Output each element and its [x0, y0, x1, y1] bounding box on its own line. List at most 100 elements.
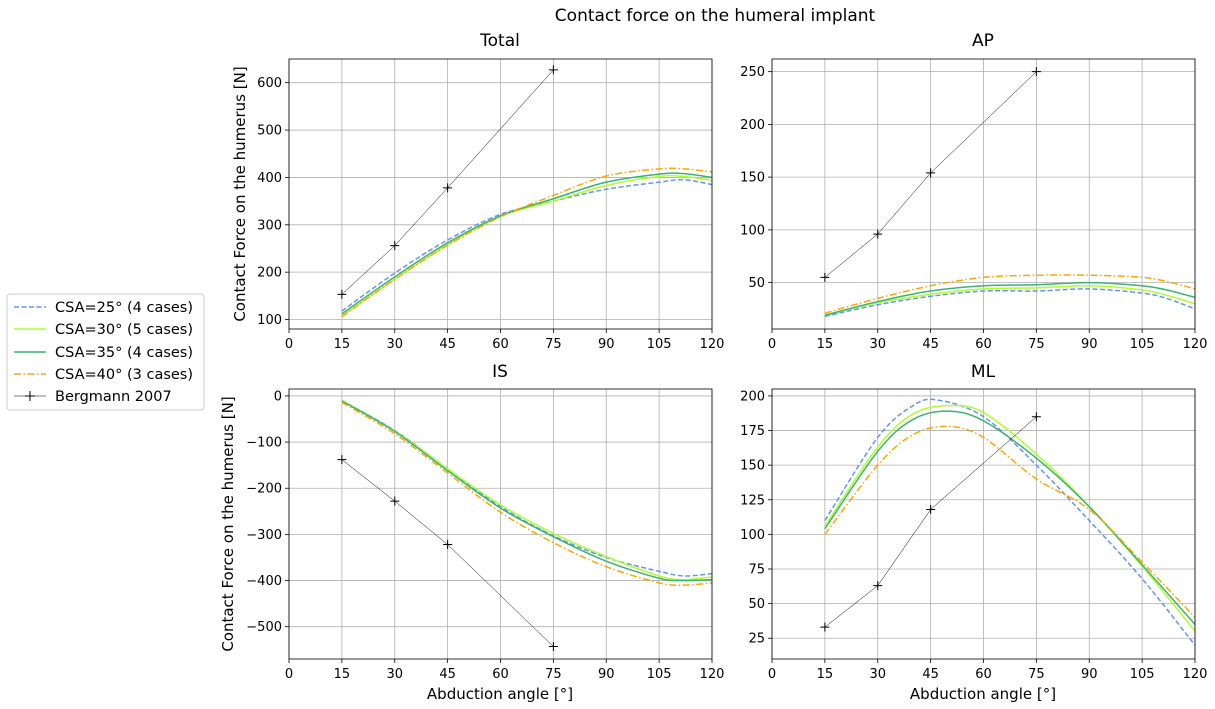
x-tick-label: 15: [817, 667, 834, 682]
y-tick-label: 200: [740, 118, 765, 133]
legend-entry: Bergmann 2007: [14, 389, 172, 405]
y-tick-label: 175: [740, 424, 765, 439]
x-tick-label: 90: [598, 337, 615, 352]
legend-entry: CSA=30° (5 cases): [14, 322, 193, 338]
series-point-bergmann-2007: [337, 455, 347, 465]
series-line: [341, 399, 713, 581]
y-tick-label: 500: [257, 124, 282, 139]
x-tick-label: 105: [1130, 667, 1155, 682]
x-tick-label: 15: [334, 337, 351, 352]
x-tick-label: 0: [768, 337, 776, 352]
x-tick-label: 90: [1081, 337, 1098, 352]
y-tick-label: −300: [246, 528, 282, 543]
legend-entry: CSA=40° (3 cases): [14, 367, 193, 383]
y-tick-label: 100: [257, 313, 282, 328]
x-tick-label: 30: [386, 337, 403, 352]
legend-label: CSA=30° (5 cases): [55, 322, 193, 338]
series-point-bergmann-2007: [390, 241, 400, 251]
series-line: [341, 167, 713, 318]
y-tick-label: 25: [748, 632, 765, 647]
series-line: [824, 288, 1196, 318]
x-tick-label: 75: [545, 667, 562, 682]
legend-entry: CSA=35° (4 cases): [14, 345, 193, 361]
x-axis-label: Abduction angle [°]: [910, 685, 1056, 703]
legend-entry: CSA=25° (4 cases): [14, 300, 193, 316]
legend-label: CSA=35° (4 cases): [55, 345, 193, 361]
x-tick-label: 45: [922, 667, 939, 682]
plot-area: 0 15 30 45 60 75 90 105 120 50 100 150 200 250: [740, 58, 1208, 352]
y-tick-label: −500: [246, 620, 282, 635]
subplot-title: IS: [492, 362, 508, 382]
legend-label: CSA=40° (3 cases): [55, 367, 193, 383]
x-tick-label: 0: [768, 667, 776, 682]
series-line: [341, 172, 713, 315]
x-tick-label: 105: [647, 667, 672, 682]
y-tick-label: 250: [740, 65, 765, 80]
subplot-title: ML: [971, 362, 996, 382]
legend-label: Bergmann 2007: [55, 389, 172, 405]
y-axis-label: Contact Force on the humerus [N]: [219, 396, 237, 651]
series-point-bergmann-2007: [548, 65, 558, 75]
y-tick-label: 0: [274, 389, 282, 404]
y-tick-label: 150: [740, 459, 765, 474]
series-point-bergmann-2007: [873, 581, 883, 591]
plot-area: 0 15 30 45 60 75 90 105 120 0 −100 −200 −300 −400 −500: [246, 388, 725, 682]
x-tick-label: 90: [1081, 667, 1098, 682]
x-tick-label: 60: [975, 667, 992, 682]
series-point-bergmann-2007: [820, 272, 830, 282]
axes-frame: [771, 388, 1196, 660]
x-tick-label: 120: [700, 337, 725, 352]
y-axis-label: Contact Force on the humerus [N]: [231, 66, 249, 321]
legend-marker: [25, 391, 35, 401]
y-tick-label: −400: [246, 574, 282, 589]
x-tick-label: 75: [1028, 337, 1045, 352]
series-line: [824, 425, 1196, 618]
series-line-bergmann-2007: [824, 416, 1037, 628]
y-tick-label: 125: [740, 493, 765, 508]
y-tick-label: 50: [748, 597, 765, 612]
plot-area: 0 15 30 45 60 75 90 105 120 100 200 300 400 500 600: [257, 58, 725, 352]
x-tick-label: 45: [922, 337, 939, 352]
legend-frame: [6, 293, 205, 411]
legend: CSA=25° (4 cases) CSA=30° (5 cases) CSA=…: [6, 293, 205, 411]
x-tick-label: 105: [1130, 337, 1155, 352]
x-tick-label: 30: [869, 667, 886, 682]
axes-frame: [288, 58, 713, 330]
y-tick-label: −100: [246, 436, 282, 451]
x-tick-label: 45: [439, 667, 456, 682]
subplot-ml: ML: [971, 362, 996, 382]
series-point-bergmann-2007: [1031, 412, 1041, 422]
x-tick-label: 120: [1183, 667, 1208, 682]
series-line: [824, 281, 1196, 317]
series-line: [341, 174, 713, 317]
x-tick-label: 60: [492, 667, 509, 682]
series-line-bergmann-2007: [341, 69, 554, 295]
x-tick-label: 105: [647, 337, 672, 352]
x-tick-label: 0: [285, 667, 293, 682]
y-tick-label: 200: [740, 389, 765, 404]
series-point-bergmann-2007: [443, 540, 453, 550]
y-tick-label: 75: [748, 563, 765, 578]
x-tick-label: 120: [1183, 337, 1208, 352]
y-tick-label: 200: [257, 266, 282, 281]
x-axis-label: Abduction angle [°]: [427, 685, 573, 703]
y-tick-label: 150: [740, 171, 765, 186]
y-tick-label: 100: [740, 223, 765, 238]
series-point-bergmann-2007: [548, 642, 558, 652]
series-line-bergmann-2007: [341, 459, 554, 647]
x-tick-label: 15: [817, 337, 834, 352]
x-tick-label: 90: [598, 667, 615, 682]
axes-frame: [771, 58, 1196, 330]
x-tick-label: 60: [975, 337, 992, 352]
y-tick-label: 50: [748, 276, 765, 291]
y-tick-label: 100: [740, 528, 765, 543]
series-line: [824, 274, 1196, 314]
figure-suptitle: Contact force on the humeral implant: [555, 6, 876, 26]
subplot-is: IS: [492, 362, 508, 382]
series-line: [824, 398, 1196, 646]
x-tick-label: 120: [700, 667, 725, 682]
subplot-total: Total: [479, 31, 520, 51]
series-line-bergmann-2007: [824, 71, 1037, 278]
x-tick-label: 75: [545, 337, 562, 352]
